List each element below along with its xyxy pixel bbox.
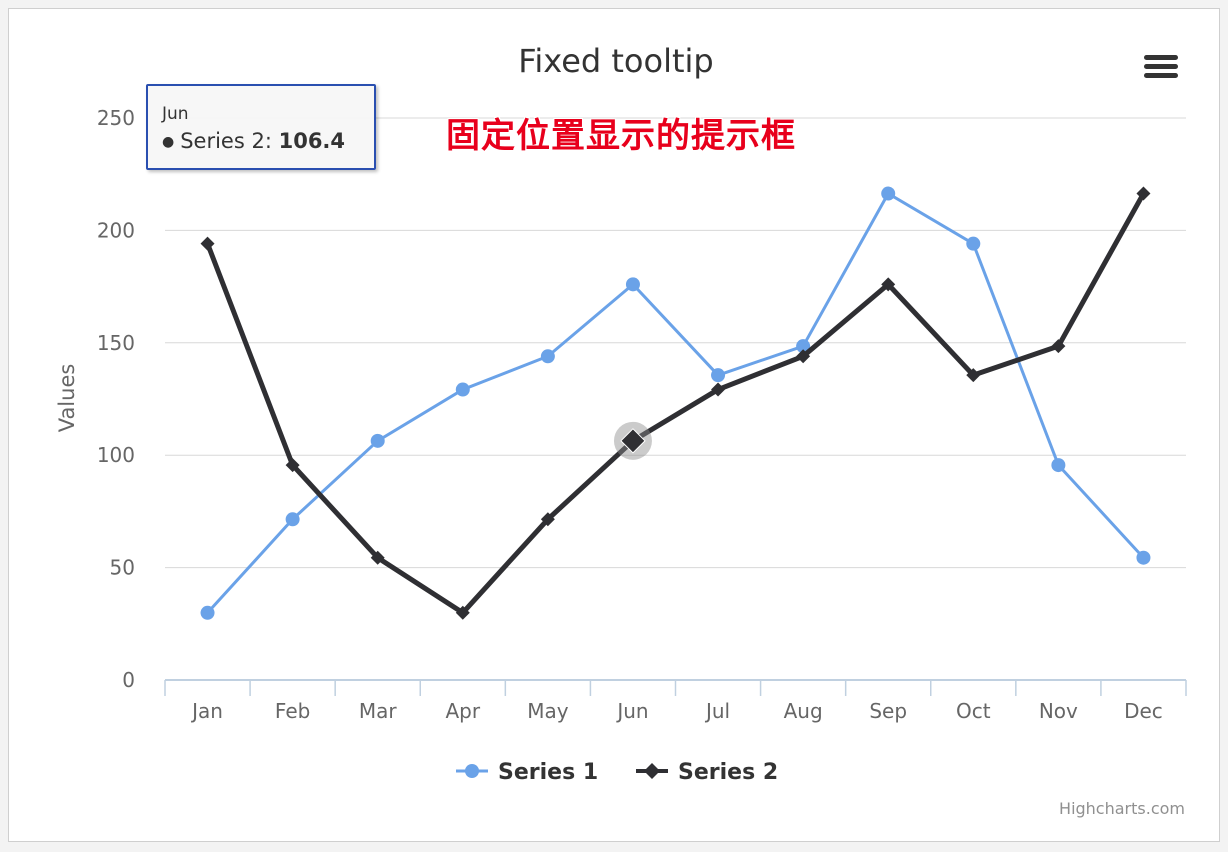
- x-tick-label: Feb: [275, 699, 310, 723]
- series-1-point[interactable]: [540, 349, 555, 364]
- series-2-point[interactable]: [796, 349, 811, 364]
- series-2-point[interactable]: [620, 428, 646, 454]
- legend-symbol-marker: [644, 763, 660, 779]
- y-tick-label: 0: [122, 668, 135, 692]
- x-tick-label: Jan: [190, 699, 223, 723]
- legend-label: Series 1: [498, 760, 598, 785]
- y-tick-label: 150: [97, 331, 135, 355]
- legend-symbol-marker: [465, 764, 479, 778]
- legend-label: Series 2: [678, 760, 778, 785]
- x-tick-label: Jul: [704, 699, 730, 723]
- series-1-point[interactable]: [285, 512, 300, 527]
- x-tick-label: Apr: [445, 699, 480, 723]
- tooltip-body: ● Series 2: 106.4: [162, 126, 374, 157]
- tooltip-bullet: ●: [162, 134, 175, 150]
- series-1-point[interactable]: [455, 382, 470, 397]
- series-1-point[interactable]: [966, 236, 981, 251]
- tooltip-series-label: Series 2:: [180, 129, 279, 153]
- y-tick-label: 200: [97, 218, 135, 242]
- x-tick-label: Mar: [359, 699, 398, 723]
- series-2-point[interactable]: [711, 382, 726, 397]
- series-1-point[interactable]: [625, 277, 640, 292]
- series-2-point[interactable]: [455, 605, 470, 620]
- series-2-line: [205, 192, 1146, 616]
- y-tick-label: 250: [97, 106, 135, 130]
- series-1-point[interactable]: [370, 433, 385, 448]
- x-tick-label: Sep: [869, 699, 907, 723]
- fixed-tooltip: Jun ● Series 2: 106.4: [146, 84, 376, 170]
- tooltip-value: 106.4: [278, 129, 346, 153]
- series-2-point[interactable]: [285, 458, 300, 473]
- series-1-point[interactable]: [1051, 458, 1066, 473]
- series-2-point[interactable]: [200, 236, 215, 251]
- x-tick-label: Jun: [615, 699, 648, 723]
- series-2-point[interactable]: [1051, 339, 1066, 354]
- legend-item-series-2[interactable]: Series 2: [636, 760, 778, 785]
- credits-link[interactable]: Highcharts.com: [1059, 799, 1185, 818]
- x-tick-label: Nov: [1039, 699, 1078, 723]
- chart-title: Fixed tooltip: [518, 42, 713, 80]
- series-2-point[interactable]: [1136, 186, 1151, 201]
- series-1-line: [206, 192, 1145, 614]
- legend-item-series-1[interactable]: Series 1: [456, 760, 598, 785]
- series-1-point[interactable]: [796, 339, 811, 354]
- context-menu-button[interactable]: [1142, 52, 1182, 86]
- x-tick-label: Dec: [1124, 699, 1163, 723]
- series-2-point[interactable]: [881, 277, 896, 292]
- tooltip-header: Jun: [162, 104, 189, 124]
- hamburger-menu-icon: [1142, 55, 1182, 78]
- series-2-point[interactable]: [370, 550, 385, 565]
- y-tick-label: 100: [97, 443, 135, 467]
- x-tick-label: May: [527, 699, 569, 723]
- series-1-point[interactable]: [1136, 550, 1151, 565]
- series-1-point[interactable]: [200, 605, 215, 620]
- y-axis-label: Values: [55, 364, 79, 433]
- annotation-text: 固定位置显示的提示框: [446, 116, 796, 156]
- x-tick-label: Oct: [956, 699, 991, 723]
- series-2-point[interactable]: [540, 512, 555, 527]
- series-1-point[interactable]: [711, 368, 726, 383]
- x-tick-label: Aug: [784, 699, 823, 723]
- series-2-point[interactable]: [966, 368, 981, 383]
- series-1-point[interactable]: [881, 186, 896, 201]
- y-tick-label: 50: [110, 556, 135, 580]
